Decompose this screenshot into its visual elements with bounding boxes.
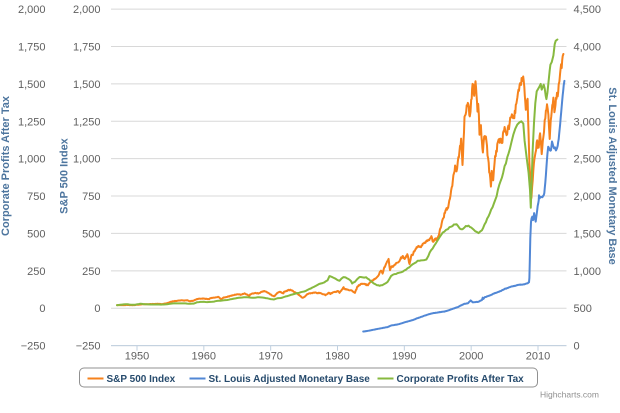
svg-text:0: 0 — [574, 341, 580, 353]
svg-text:Highcharts.com: Highcharts.com — [540, 390, 599, 400]
svg-text:2,500: 2,500 — [574, 154, 602, 166]
svg-text:St. Louis Adjusted Monetary Ba: St. Louis Adjusted Monetary Base — [209, 374, 371, 385]
svg-text:1,000: 1,000 — [574, 266, 602, 278]
svg-text:4,500: 4,500 — [574, 4, 602, 16]
svg-text:1960: 1960 — [192, 351, 216, 363]
svg-text:2,000: 2,000 — [574, 191, 602, 203]
svg-text:2,000: 2,000 — [73, 4, 101, 16]
svg-text:1950: 1950 — [125, 351, 149, 363]
svg-text:1,500: 1,500 — [18, 79, 46, 91]
svg-text:S&P 500 Index: S&P 500 Index — [59, 137, 71, 213]
svg-text:1,500: 1,500 — [574, 228, 602, 240]
svg-text:2,000: 2,000 — [18, 4, 46, 16]
svg-text:1,500: 1,500 — [73, 79, 101, 91]
svg-text:1,250: 1,250 — [73, 116, 101, 128]
svg-text:1,750: 1,750 — [73, 42, 101, 54]
svg-text:0: 0 — [39, 303, 45, 315]
svg-text:500: 500 — [574, 303, 592, 315]
svg-text:0: 0 — [94, 303, 100, 315]
svg-text:1,000: 1,000 — [73, 154, 101, 166]
svg-text:3,500: 3,500 — [574, 79, 602, 91]
svg-text:2010: 2010 — [526, 351, 550, 363]
svg-text:1980: 1980 — [325, 351, 349, 363]
svg-text:750: 750 — [82, 191, 100, 203]
svg-text:500: 500 — [27, 228, 45, 240]
svg-text:1990: 1990 — [392, 351, 416, 363]
svg-text:1,250: 1,250 — [18, 116, 46, 128]
svg-text:4,000: 4,000 — [574, 42, 602, 54]
svg-text:250: 250 — [82, 266, 100, 278]
svg-text:St. Louis Adjusted Monetary Ba: St. Louis Adjusted Monetary Base — [606, 87, 618, 264]
svg-text:Corporate Profits After Tax: Corporate Profits After Tax — [397, 374, 525, 385]
svg-text:−250: −250 — [76, 341, 101, 353]
svg-text:250: 250 — [27, 266, 45, 278]
svg-text:1,000: 1,000 — [18, 154, 46, 166]
svg-text:−250: −250 — [21, 341, 46, 353]
svg-text:S&P 500 Index: S&P 500 Index — [107, 374, 176, 385]
svg-text:500: 500 — [82, 228, 100, 240]
svg-text:2000: 2000 — [459, 351, 483, 363]
svg-text:1970: 1970 — [258, 351, 282, 363]
svg-text:1,750: 1,750 — [18, 42, 46, 54]
svg-text:750: 750 — [27, 191, 45, 203]
svg-text:Corporate Profits After Tax: Corporate Profits After Tax — [0, 95, 12, 236]
svg-text:3,000: 3,000 — [574, 116, 602, 128]
